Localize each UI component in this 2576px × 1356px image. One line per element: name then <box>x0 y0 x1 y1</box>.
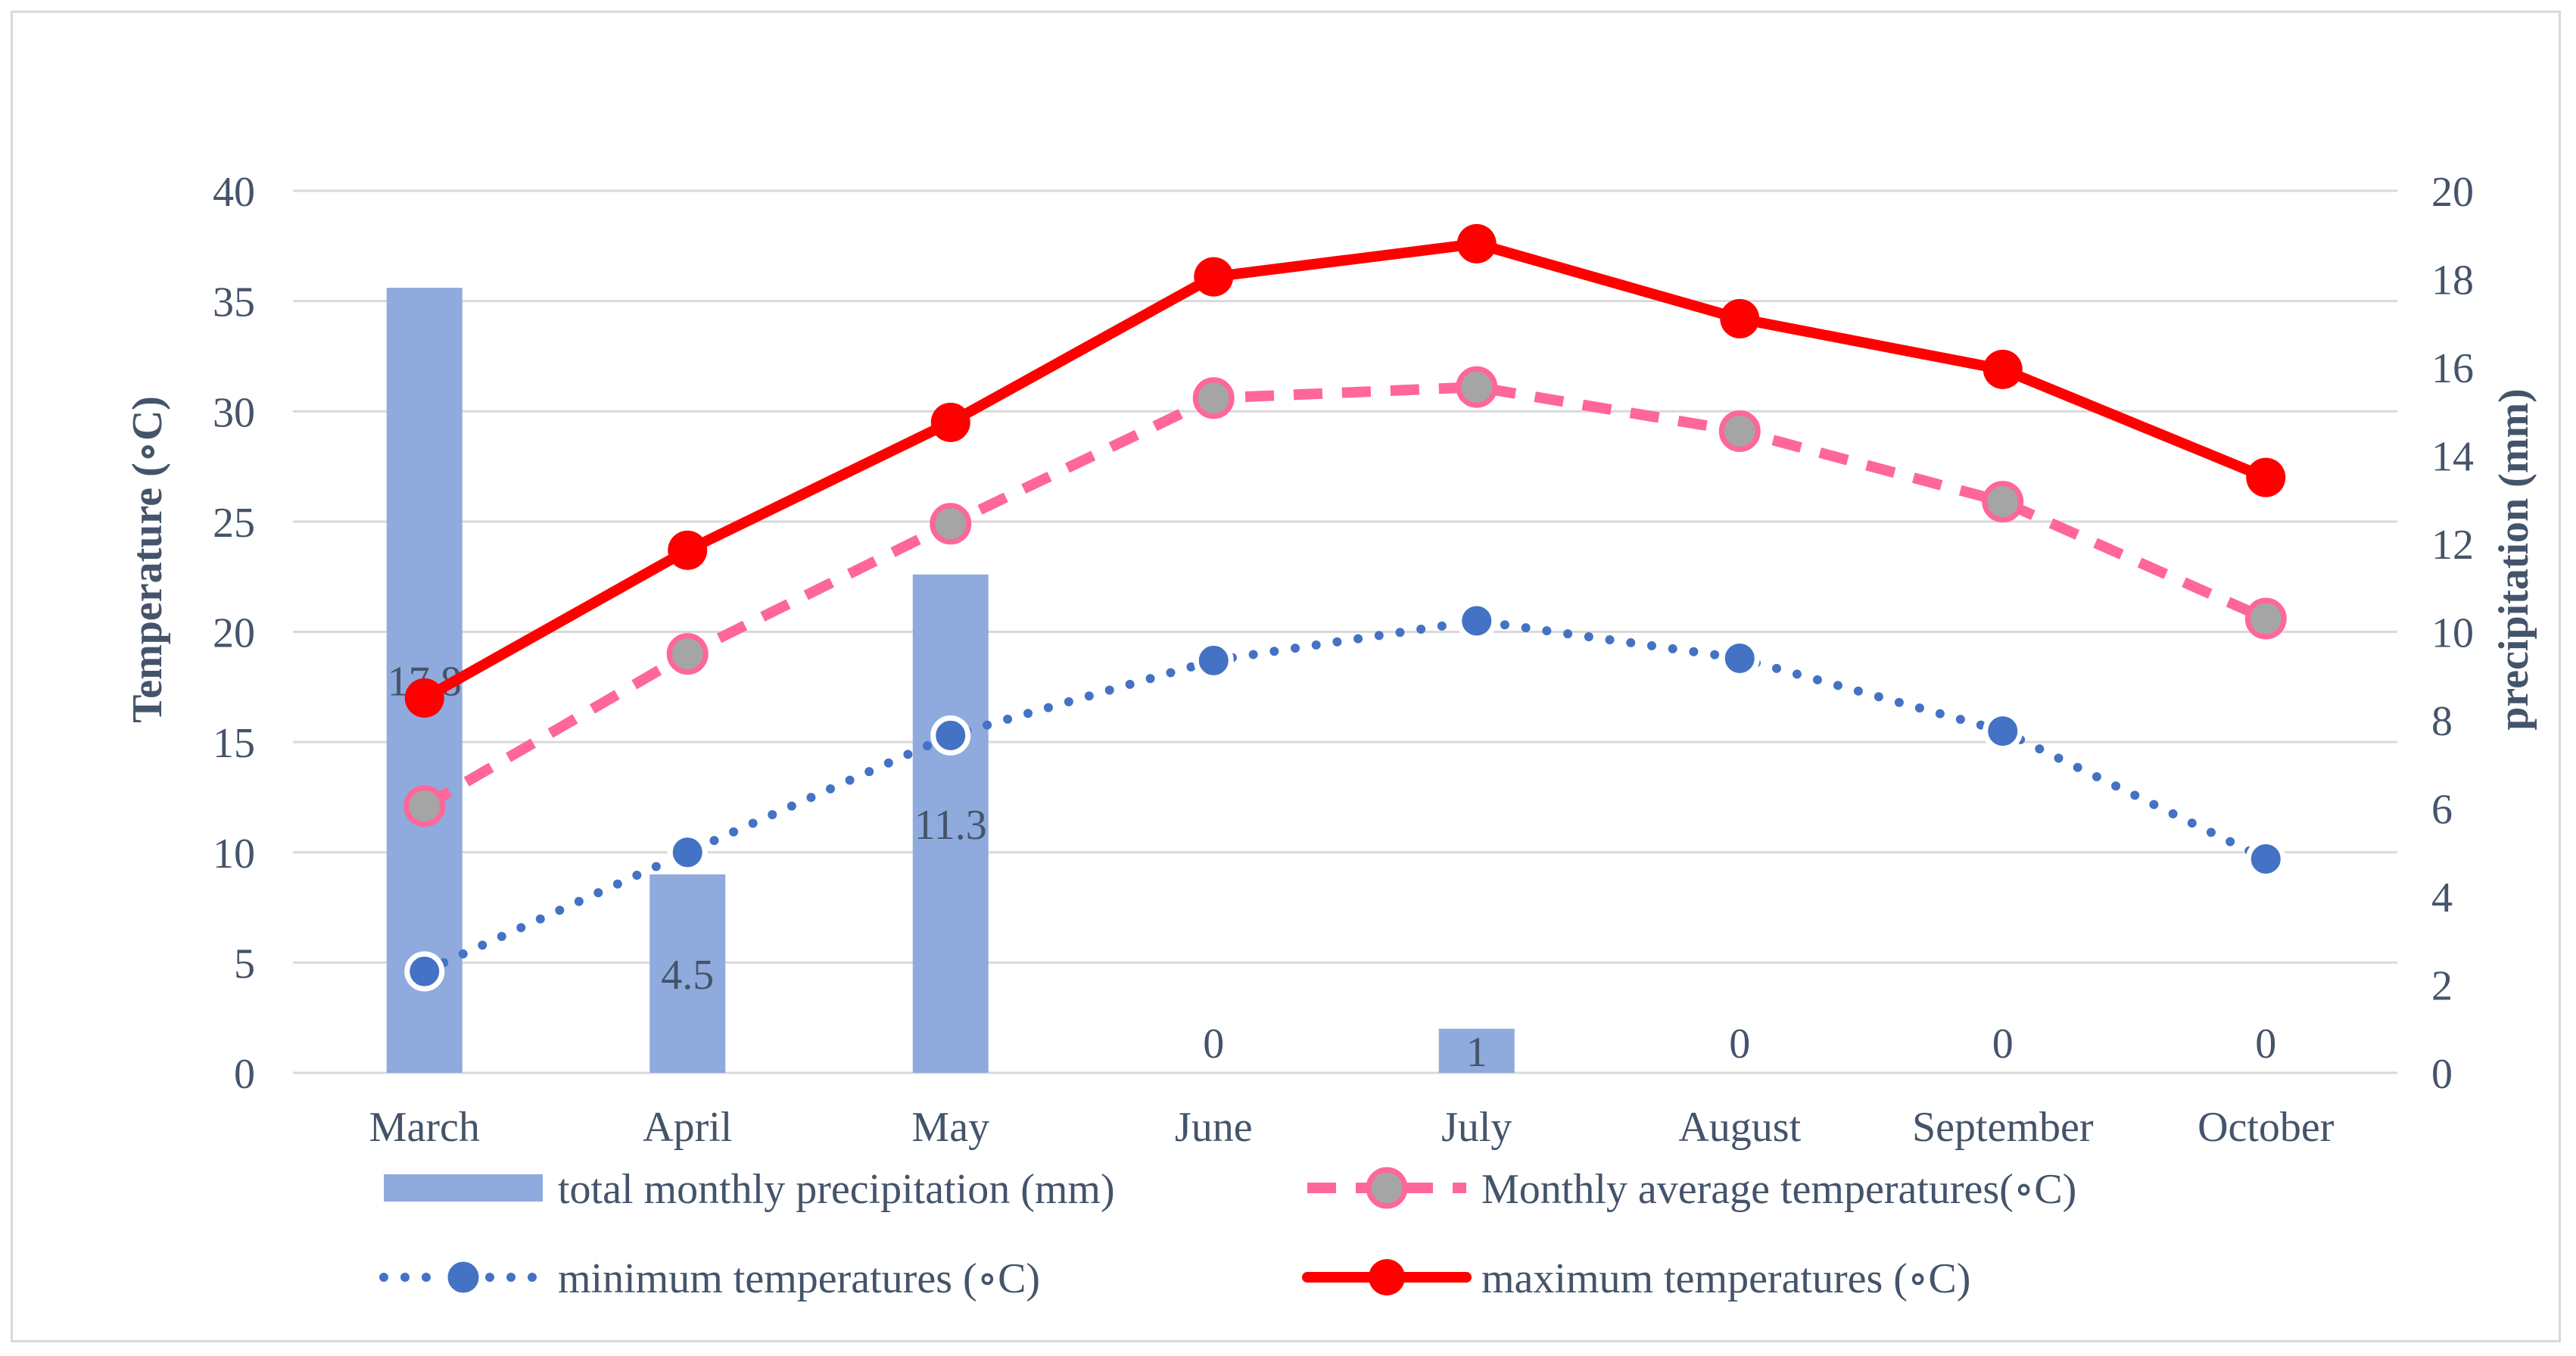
right-tick-label: 2 <box>2431 963 2453 1010</box>
solid-series-line <box>419 238 2272 703</box>
left-tick-label: 35 <box>213 279 255 326</box>
right-tick-label: 10 <box>2431 610 2474 657</box>
category-label: March <box>369 1104 480 1151</box>
right-tick-label: 18 <box>2431 257 2474 304</box>
avg-temp-marker <box>1718 410 1761 452</box>
bar-data-label: 11.3 <box>914 802 987 849</box>
min-temp-marker <box>930 715 971 756</box>
bar-data-label: 1 <box>1466 1029 1487 1076</box>
bar-data-label: 0 <box>1729 1021 1750 1068</box>
legend-swatch-marker <box>1369 1259 1405 1295</box>
left-tick-label: 0 <box>234 1051 255 1098</box>
max-temp-marker <box>1983 349 2023 389</box>
legend-swatch-marker <box>1366 1167 1408 1209</box>
bar-data-label: 0 <box>1203 1021 1224 1068</box>
right-tick-label: 12 <box>2431 522 2474 569</box>
legend-label: maximum temperatures (∘C) <box>1481 1255 1970 1302</box>
precipitation-bar <box>1438 1028 1515 1073</box>
min-temp-marker <box>1719 637 1760 678</box>
left-tick-label: 40 <box>213 169 255 216</box>
left-tick-label: 5 <box>234 940 255 987</box>
category-label: August <box>1678 1104 1801 1151</box>
max-temp-marker <box>668 530 708 570</box>
avg-temp-marker <box>1982 481 2024 523</box>
min-temp-marker <box>404 951 445 992</box>
category-label: April <box>643 1104 732 1151</box>
max-temp-marker <box>1456 223 1497 263</box>
category-label: October <box>2198 1104 2335 1151</box>
right-axis-title: precipitation (mm) <box>2490 388 2537 731</box>
min-temp-marker <box>1193 640 1234 681</box>
min-temp-marker <box>1983 711 2023 752</box>
dashed-series-line <box>422 382 2269 811</box>
precipitation-bar <box>649 874 726 1073</box>
left-tick-label: 30 <box>213 389 255 436</box>
max-temp-marker <box>404 678 444 718</box>
precipitation-bar <box>912 574 989 1073</box>
right-tick-label: 16 <box>2431 345 2474 392</box>
bar-data-label: 4.5 <box>661 952 714 999</box>
max-temp-marker <box>1720 298 1760 338</box>
right-tick-label: 8 <box>2431 698 2453 745</box>
left-axis-title: Temperature (∘C) <box>124 396 171 723</box>
avg-temp-marker <box>2244 597 2287 640</box>
legend-label: Monthly average temperatures(∘C) <box>1481 1166 2076 1213</box>
right-tick-label: 6 <box>2431 787 2453 834</box>
min-temp-marker <box>2245 838 2286 879</box>
right-tick-label: 0 <box>2431 1051 2453 1098</box>
category-label: September <box>1912 1104 2094 1151</box>
max-temp-marker <box>1194 257 1234 297</box>
avg-temp-marker <box>1456 366 1498 408</box>
legend-label: total monthly precipitation (mm) <box>558 1166 1115 1213</box>
right-tick-label: 20 <box>2431 169 2474 216</box>
dotted-series-line <box>419 616 2271 977</box>
category-label: June <box>1175 1104 1253 1151</box>
min-temp-marker <box>1456 600 1497 641</box>
left-tick-label: 20 <box>213 610 255 657</box>
min-temp-marker <box>667 832 708 873</box>
legend-label: minimum temperatures (∘C) <box>558 1255 1040 1302</box>
left-tick-label: 25 <box>213 500 255 547</box>
avg-temp-marker <box>666 633 709 675</box>
max-temp-marker <box>930 402 970 442</box>
right-tick-label: 4 <box>2431 874 2453 921</box>
bar-data-label: 0 <box>2255 1021 2276 1068</box>
avg-temp-marker <box>1192 377 1235 419</box>
legend-swatch-marker <box>442 1256 484 1298</box>
legend: total monthly precipitation (mm) Monthly … <box>379 1166 2076 1302</box>
left-tick-label: 15 <box>213 720 255 767</box>
category-label: July <box>1441 1104 1512 1151</box>
legend-swatch-precipitation <box>384 1174 543 1202</box>
category-label: May <box>911 1104 989 1151</box>
max-temp-marker <box>2246 457 2286 497</box>
left-tick-label: 10 <box>213 831 255 878</box>
right-tick-label: 14 <box>2431 434 2474 481</box>
avg-temp-marker <box>930 503 972 545</box>
avg-temp-marker <box>403 785 446 828</box>
bar-data-label: 0 <box>1992 1021 2014 1068</box>
